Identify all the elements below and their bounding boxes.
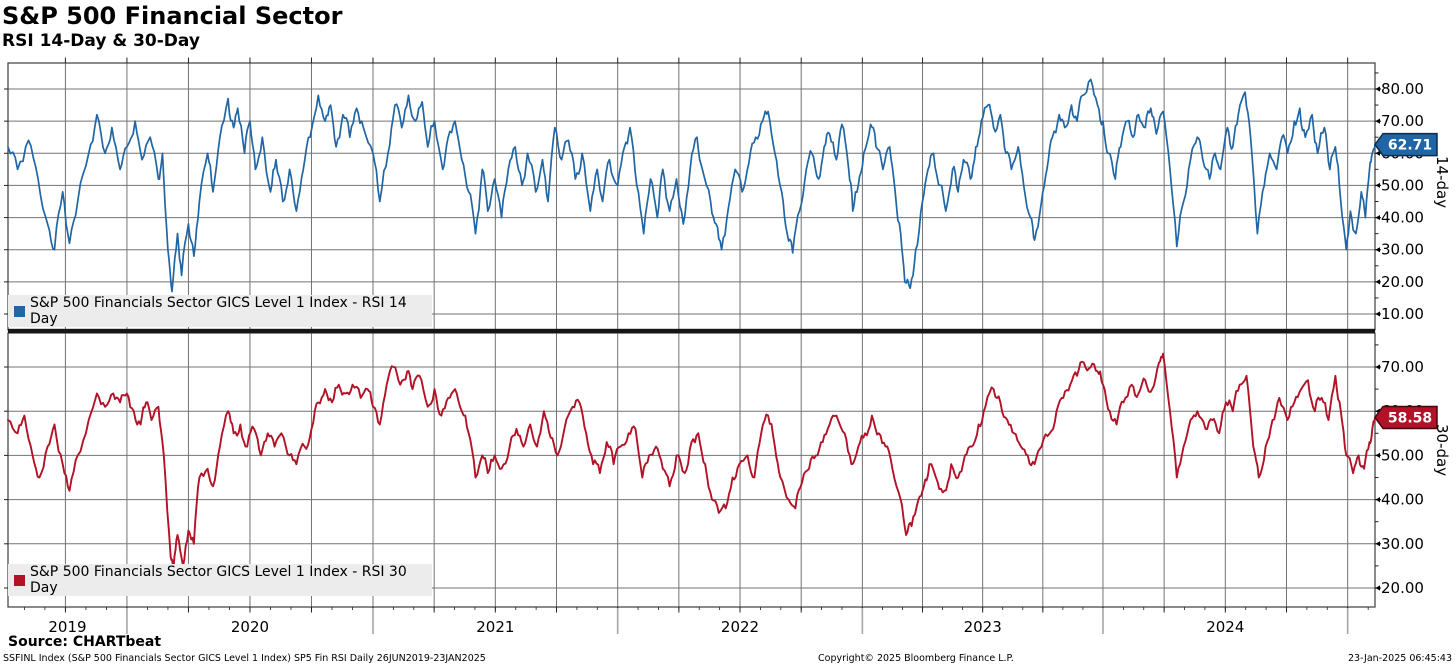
y-tick-label: 30.00: [1381, 535, 1424, 553]
rsi-14day-line: [7, 78, 1376, 293]
y-tick-label: 10.00: [1381, 305, 1424, 323]
y-tick-label: 70.00: [1381, 358, 1424, 376]
legend-swatch-14day-icon: [14, 305, 25, 317]
legend-swatch-30day-icon: [14, 574, 25, 586]
y-tick-label: 40.00: [1381, 491, 1424, 509]
rsi-30day-line: [7, 352, 1376, 572]
last-value-badge-14day: 62.71: [1374, 132, 1438, 157]
x-tick-labels: 2019 2020 2021 2022 2023 2024: [48, 618, 1244, 636]
axis-ticks: [4, 57, 1381, 634]
y-tick-labels: 80.0070.0060.0050.0040.0030.0020.0010.00…: [1381, 80, 1424, 597]
y-tick-label: 80.00: [1381, 80, 1424, 98]
y-axis-title-30day: 30-day: [1433, 424, 1451, 477]
y-tick-label: 50.00: [1381, 446, 1424, 464]
year-label: 2022: [721, 618, 759, 636]
y-tick-label: 30.00: [1381, 241, 1424, 259]
y-tick-label: 20.00: [1381, 273, 1424, 291]
legend-label-14day: S&P 500 Financials Sector GICS Level 1 I…: [30, 295, 407, 327]
y-tick-label: 20.00: [1381, 579, 1424, 597]
legend-rsi-30day: S&P 500 Financials Sector GICS Level 1 I…: [8, 564, 432, 596]
year-label: 2024: [1206, 618, 1244, 636]
legend-rsi-14day: S&P 500 Financials Sector GICS Level 1 I…: [8, 295, 432, 327]
y-tick-label: 50.00: [1381, 176, 1424, 194]
page-title: S&P 500 Financial Sector: [2, 2, 343, 30]
chart-timestamp: 23-Jan-2025 06:45:43: [1348, 653, 1452, 664]
y-tick-label: 70.00: [1381, 112, 1424, 130]
year-label: 2023: [964, 618, 1002, 636]
panel-borders: [7, 62, 1376, 608]
y-tick-label: 40.00: [1381, 209, 1424, 227]
grid: [8, 63, 1375, 607]
svg-text:58.58: 58.58: [1388, 410, 1432, 426]
y-axis-title-14day: 14-day: [1433, 156, 1451, 209]
copyright-notice: Copyright© 2025 Bloomberg Finance L.P.: [818, 653, 1014, 664]
svg-text:62.71: 62.71: [1388, 138, 1432, 154]
panel-separator: [8, 328, 1375, 333]
year-label: 2021: [476, 618, 514, 636]
security-description: SSFINL Index (S&P 500 Financials Sector …: [3, 653, 486, 664]
last-value-badge-30day: 58.58: [1374, 405, 1438, 430]
legend-label-30day: S&P 500 Financials Sector GICS Level 1 I…: [30, 564, 407, 596]
source-label: Source: CHARTbeat: [8, 634, 162, 650]
year-label: 2020: [231, 618, 269, 636]
year-label: 2019: [48, 618, 86, 636]
chart-subtitle: RSI 14-Day & 30-Day: [2, 31, 200, 51]
